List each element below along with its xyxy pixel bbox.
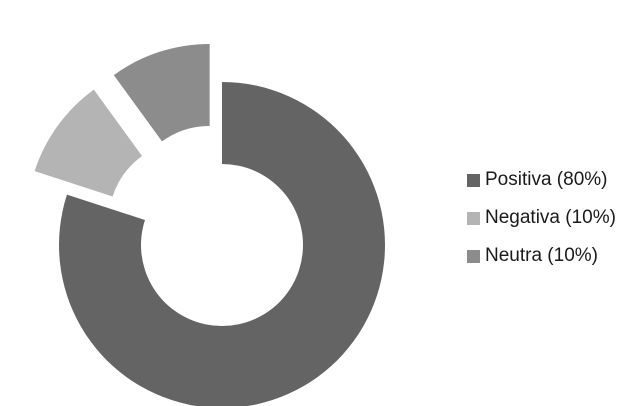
legend-swatch-negativa — [467, 211, 480, 225]
legend-swatch-neutra — [467, 249, 480, 263]
donut-slice-neutra — [113, 43, 210, 142]
legend-swatch-positiva — [467, 173, 480, 187]
legend-item-positiva: Positiva (80%) — [467, 168, 616, 192]
donut-slice-positiva — [59, 82, 385, 406]
legend-label-neutra: Neutra (10%) — [485, 245, 598, 266]
donut-slice-negativa — [34, 89, 143, 197]
legend-label-negativa: Negativa (10%) — [485, 207, 616, 228]
legend-item-negativa: Negativa (10%) — [467, 206, 616, 230]
legend: Positiva (80%) Negativa (10%) Neutra (10… — [467, 168, 616, 268]
legend-item-neutra: Neutra (10%) — [467, 244, 616, 268]
legend-label-positiva: Positiva (80%) — [485, 169, 608, 190]
